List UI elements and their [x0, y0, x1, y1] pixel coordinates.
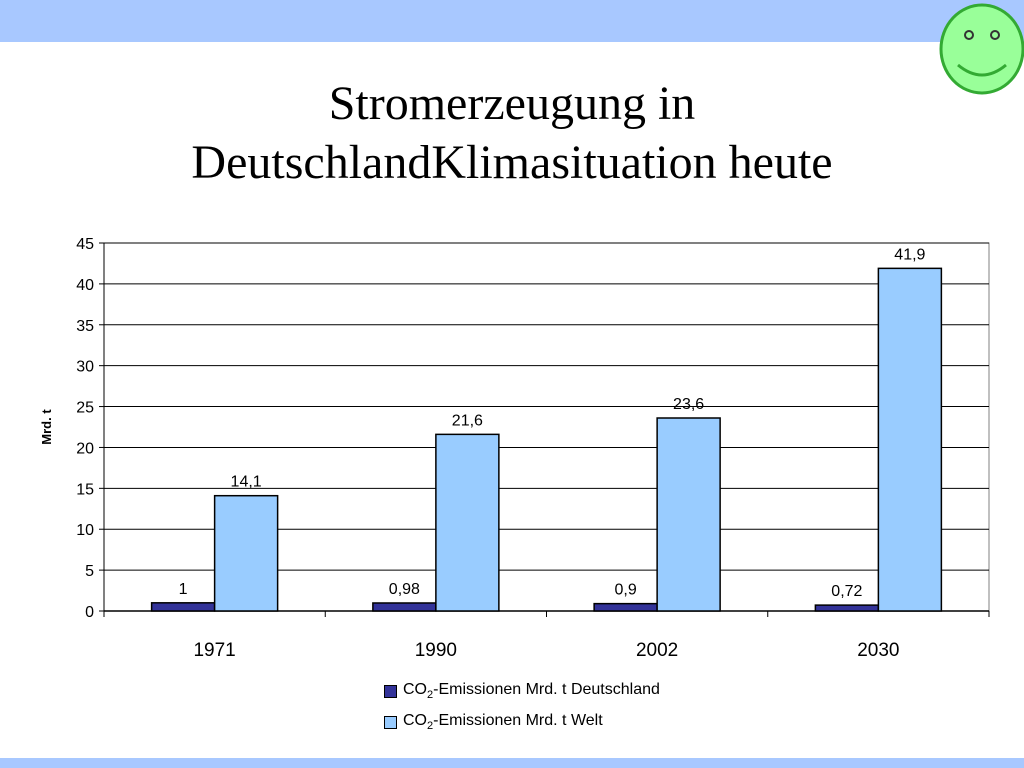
legend-label-deutschland: CO2-Emissionen Mrd. t Deutschland [403, 680, 660, 702]
x-tick-label: 1990 [415, 640, 457, 661]
title-line-2: DeutschlandKlimasituation heute [191, 136, 833, 189]
bar-deutschland [150, 602, 216, 612]
y-tick-label: 45 [76, 236, 94, 253]
bar-deutschland [593, 602, 658, 612]
legend-label-welt: CO2-Emissionen Mrd. t Welt [403, 711, 603, 733]
x-tick-label: 2030 [857, 640, 899, 661]
bar-deutschland [814, 604, 880, 612]
data-label: 0,9 [615, 582, 637, 599]
data-label: 41,9 [894, 246, 925, 263]
x-tick-label: 2002 [636, 640, 678, 661]
data-label: 0,72 [831, 583, 862, 600]
data-label: 0,98 [389, 581, 420, 598]
legend-item-deutschland: CO2-Emissionen Mrd. t Deutschland [384, 680, 660, 702]
y-tick-label: 30 [76, 359, 94, 376]
data-label: 21,6 [452, 412, 483, 429]
y-tick-label: 0 [85, 604, 94, 621]
legend-item-welt: CO2-Emissionen Mrd. t Welt [384, 711, 660, 733]
top-band [0, 0, 1024, 42]
title-line-1: Stromerzeugung in [328, 77, 696, 130]
y-tick-label: 20 [76, 440, 94, 457]
bar-welt [877, 267, 943, 612]
bottom-band [0, 758, 1024, 768]
data-label: 23,6 [673, 396, 704, 413]
y-axis-label: Mrd. t [39, 409, 54, 445]
y-tick-label: 40 [76, 277, 94, 294]
legend-swatch-welt [384, 715, 397, 729]
data-label: 14,1 [231, 474, 262, 491]
y-tick-label: 15 [76, 481, 94, 498]
bar-welt [656, 417, 721, 612]
y-tick-label: 10 [76, 522, 94, 539]
x-tick-label: 1971 [193, 640, 235, 661]
y-tick-label: 5 [85, 563, 94, 580]
y-tick-label: 35 [76, 318, 94, 335]
legend-swatch-deutschland [384, 684, 397, 698]
y-tick-label: 25 [76, 400, 94, 417]
data-label: 1 [179, 581, 188, 598]
chart-legend: CO2-Emissionen Mrd. t Deutschland CO2-Em… [384, 680, 660, 742]
bar-welt [213, 494, 279, 612]
smiley-face-icon [939, 3, 1024, 95]
bar-deutschland [372, 602, 437, 612]
bar-welt [435, 433, 500, 612]
page-title: Stromerzeugung in DeutschlandKlimasituat… [0, 74, 1024, 192]
